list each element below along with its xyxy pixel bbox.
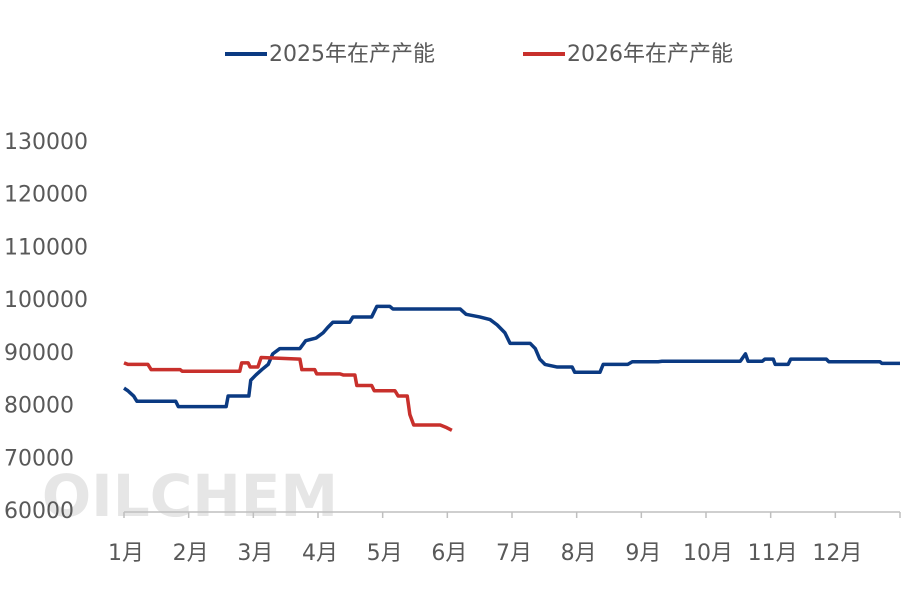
y-tick-label: 100000 xyxy=(4,288,88,313)
legend-label: 2025年在产产能 xyxy=(269,42,435,67)
x-tick-label: 2月 xyxy=(173,541,209,566)
series-line xyxy=(123,355,453,432)
x-tick-label: 8月 xyxy=(561,541,597,566)
y-tick-label: 130000 xyxy=(4,130,88,155)
y-tick-label: 90000 xyxy=(4,341,74,366)
x-tick-label: 3月 xyxy=(237,541,273,566)
x-tick-label: 11月 xyxy=(748,541,798,566)
y-tick-label: 60000 xyxy=(4,499,74,524)
legend-label: 2026年在产产能 xyxy=(567,42,733,67)
x-tick-label: 5月 xyxy=(367,541,403,566)
series-line xyxy=(123,304,900,409)
x-tick-label: 7月 xyxy=(496,541,532,566)
x-tick-label: 12月 xyxy=(812,541,862,566)
x-tick-label: 10月 xyxy=(683,541,733,566)
x-tick-label: 6月 xyxy=(431,541,467,566)
y-tick-label: 110000 xyxy=(4,235,88,260)
x-tick-label: 1月 xyxy=(108,541,144,566)
x-tick-label: 4月 xyxy=(302,541,338,566)
y-tick-label: 120000 xyxy=(4,183,88,208)
x-tick-label: 9月 xyxy=(625,541,661,566)
watermark: OILCHEM xyxy=(42,462,338,530)
y-tick-label: 80000 xyxy=(4,394,74,419)
y-tick-label: 70000 xyxy=(4,446,74,471)
